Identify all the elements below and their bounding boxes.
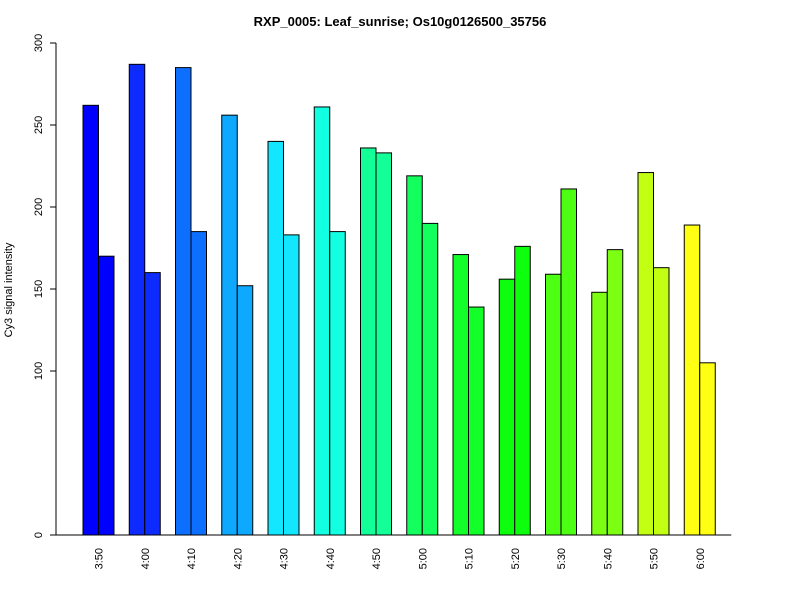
x-tick-label: 6:00 (695, 548, 707, 569)
y-axis: 0 100 150 200 250 300 (33, 34, 57, 538)
x-tick-label: 5:30 (556, 548, 568, 569)
y-tick-label: 0 (33, 532, 45, 538)
x-tick-label: 5:20 (510, 548, 522, 569)
bar (98, 255, 115, 536)
y-tick-label: 100 (33, 362, 45, 380)
x-tick-label: 3:50 (94, 548, 106, 569)
x-tick-label: 4:50 (371, 548, 383, 569)
x-axis: 3:50 4:00 4:10 4:20 4:30 4:40 4:50 5:00 5:10 5:20… (56, 534, 732, 569)
bars (82, 63, 716, 536)
bar (221, 114, 238, 536)
x-tick-label: 5:10 (464, 548, 476, 569)
x-tick-label: 4:30 (279, 548, 291, 569)
bar (175, 67, 192, 536)
bar (514, 245, 531, 536)
bar (190, 231, 207, 536)
bar (375, 152, 392, 536)
bar (283, 234, 300, 536)
bar (683, 224, 701, 536)
x-tick-label: 4:40 (325, 548, 337, 569)
bar (144, 272, 161, 536)
bar (421, 222, 439, 536)
bar (236, 285, 254, 536)
x-tick-label: 4:00 (140, 548, 152, 569)
y-tick-label: 150 (33, 280, 45, 298)
bar (82, 104, 99, 536)
x-tick-label: 4:20 (232, 548, 244, 569)
bar (452, 254, 469, 536)
bar (128, 63, 146, 536)
bar (545, 273, 562, 536)
y-axis-label: Cy3 signal intensity (3, 242, 15, 337)
bar (560, 188, 577, 536)
bar (406, 175, 423, 536)
x-tick-label: 5:00 (417, 548, 429, 569)
x-tick-label: 5:50 (649, 548, 661, 569)
chart-title: RXP_0005: Leaf_sunrise; Os10g0126500_357… (254, 14, 547, 29)
bar (699, 362, 716, 536)
bar (468, 306, 485, 536)
bar (606, 249, 624, 536)
y-tick-label: 250 (33, 116, 45, 134)
y-tick-label: 300 (33, 34, 45, 52)
x-tick-label: 5:40 (602, 548, 614, 569)
bar (637, 172, 654, 536)
bar (653, 267, 670, 536)
bar (360, 147, 377, 536)
x-tick-label: 4:10 (186, 548, 198, 569)
bar (498, 278, 516, 536)
bar (313, 106, 331, 536)
bar (329, 231, 346, 536)
bar (591, 291, 608, 536)
bar (267, 140, 284, 536)
y-tick-label: 200 (33, 198, 45, 216)
